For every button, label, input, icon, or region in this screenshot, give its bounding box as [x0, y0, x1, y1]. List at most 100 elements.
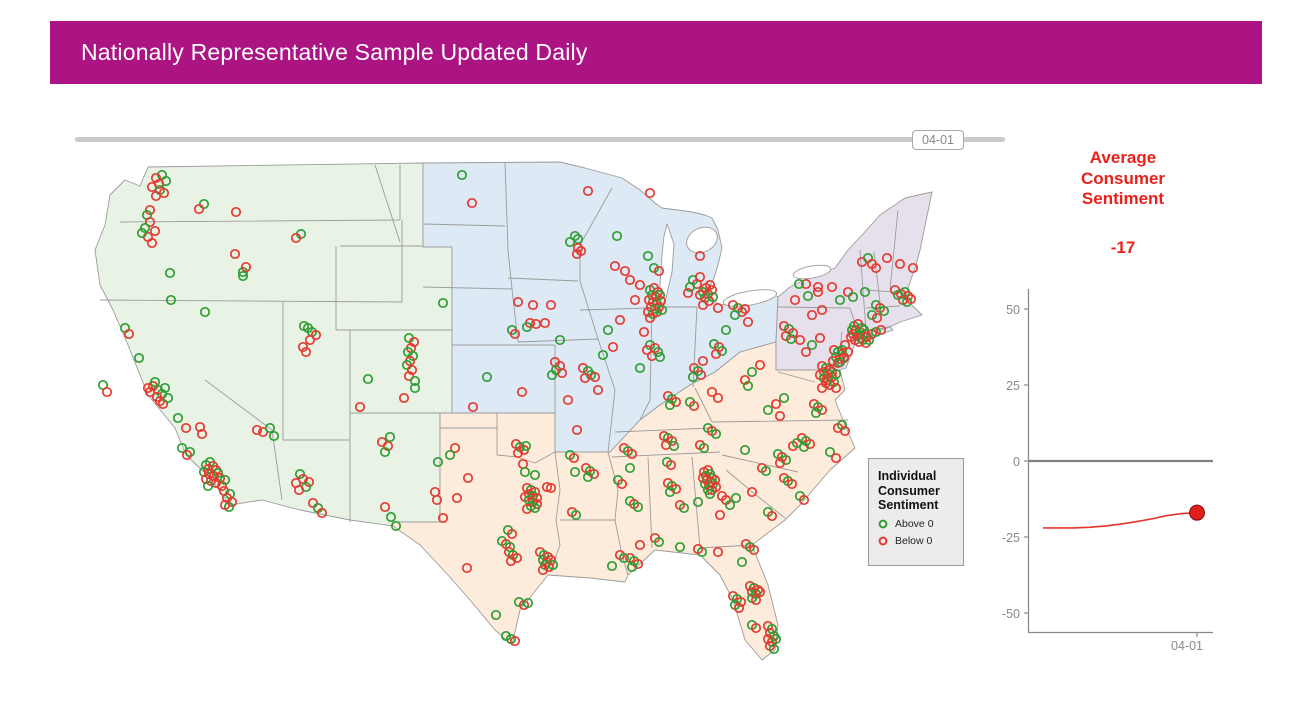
map-point-above	[481, 371, 493, 383]
map-point-below	[379, 501, 391, 513]
map-point-above	[444, 449, 456, 461]
map-point-below	[739, 374, 751, 386]
map-point-below	[571, 424, 583, 436]
map-point-below	[545, 482, 557, 494]
map-points-layer	[97, 169, 919, 655]
map-point-above	[529, 502, 541, 514]
map-point-below	[180, 422, 192, 434]
map-point-above	[626, 561, 638, 573]
map-point-below	[697, 355, 709, 367]
map-point-above	[739, 444, 751, 456]
legend-item-label: Above 0	[895, 517, 934, 530]
map-point-below	[845, 331, 857, 343]
map-point-below	[860, 337, 872, 349]
map-point-above	[720, 324, 732, 336]
map-point-above	[634, 362, 646, 374]
map-point-above	[810, 407, 822, 419]
map-point-below	[609, 260, 621, 272]
panel-title-line: Sentiment	[1081, 189, 1165, 208]
map-legend: Individual Consumer Sentiment Above 0 Be…	[868, 458, 964, 566]
map-point-below	[467, 401, 479, 413]
map-point-below	[714, 509, 726, 521]
map-point-below	[735, 596, 747, 608]
map-point-below	[682, 287, 694, 299]
map-point-below	[842, 286, 854, 298]
map-point-below	[451, 492, 463, 504]
map-point-below	[839, 425, 851, 437]
y-tick-50: 50	[1006, 303, 1020, 317]
map-point-below	[816, 404, 828, 416]
map-point-above	[834, 356, 846, 368]
sentiment-chart: 50 25 0 -25 -50 04-01	[1002, 289, 1213, 653]
panel-title: Average Consumer Sentiment	[1050, 148, 1196, 210]
map-point-above	[500, 630, 512, 642]
map-point-below	[694, 289, 706, 301]
map-point-above	[198, 198, 210, 210]
map-point-below	[562, 394, 574, 406]
legend-item-label: Below 0	[895, 534, 933, 547]
map-point-above	[606, 560, 618, 572]
map-point-above	[199, 306, 211, 318]
map-point-above	[409, 382, 421, 394]
map-point-below	[149, 225, 161, 237]
map-point-below	[251, 424, 263, 436]
map-point-below	[688, 400, 700, 412]
map-point-above	[362, 373, 374, 385]
map-point-below	[382, 440, 394, 452]
map-point-below	[806, 309, 818, 321]
map-point-above	[602, 324, 614, 336]
map-point-below	[512, 296, 524, 308]
region-northeast	[775, 191, 933, 371]
map-point-below	[770, 398, 782, 410]
map-point-below	[710, 348, 722, 360]
map-point-below	[545, 554, 557, 566]
map-point-below	[511, 552, 523, 564]
map-point-above	[136, 227, 148, 239]
map-point-below	[742, 316, 754, 328]
map-point-above	[834, 294, 846, 306]
map-point-above	[379, 446, 391, 458]
map-point-above	[654, 289, 666, 301]
map-point-below	[634, 539, 646, 551]
map-point-above	[385, 511, 397, 523]
map-point-below	[509, 328, 521, 340]
map-point-above	[642, 250, 654, 262]
map-point-below	[537, 564, 549, 576]
map-point-above	[710, 428, 722, 440]
map-point-below	[778, 320, 790, 332]
map-point-below	[437, 512, 449, 524]
map-point-above	[678, 502, 690, 514]
map-point-below	[398, 392, 410, 404]
map-point-above	[219, 474, 231, 486]
map-point-above	[736, 556, 748, 568]
map-point-below	[754, 359, 766, 371]
date-slider-track[interactable]	[75, 137, 1005, 142]
date-slider-handle[interactable]: 04-01	[912, 130, 964, 150]
map-point-below	[905, 293, 917, 305]
map-point-above	[570, 509, 582, 521]
map-point-below	[406, 364, 418, 376]
map-point-above	[664, 399, 676, 411]
map-point-below	[692, 543, 704, 555]
map-point-below	[651, 306, 663, 318]
map-point-above	[793, 278, 805, 290]
map-point-below	[712, 302, 724, 314]
map-point-above	[490, 609, 502, 621]
map-point-below	[881, 252, 893, 264]
map-point-below	[101, 386, 113, 398]
map-point-below	[789, 294, 801, 306]
map-point-below	[816, 382, 828, 394]
map-point-below	[431, 494, 443, 506]
map-point-below	[814, 332, 826, 344]
map-point-below	[670, 483, 682, 495]
map-point-below	[670, 396, 682, 408]
map-point-below	[589, 371, 601, 383]
map-point-below	[629, 294, 641, 306]
map-point-below	[697, 299, 709, 311]
map-point-below	[748, 544, 760, 556]
map-point-above	[432, 456, 444, 468]
map-point-above	[704, 488, 716, 500]
map-point-below	[750, 594, 762, 606]
map-point-above	[653, 536, 665, 548]
map-point-below	[541, 481, 553, 493]
